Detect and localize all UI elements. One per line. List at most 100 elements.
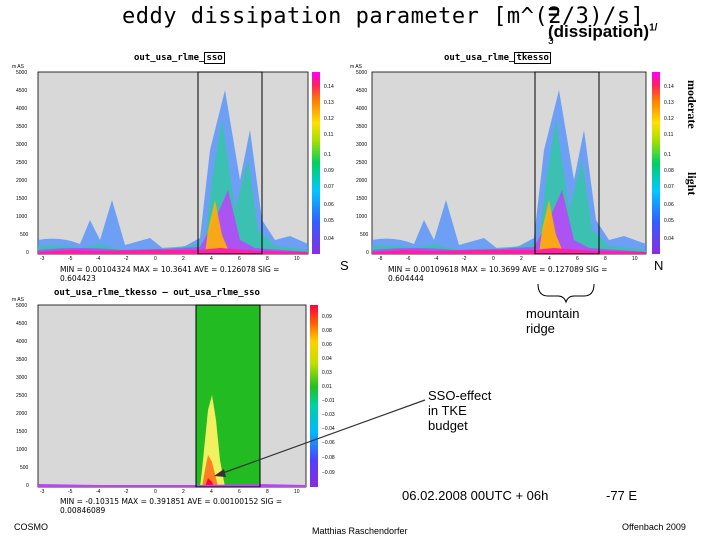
panel-left-xtick: 2 [182, 256, 185, 262]
panel-left-cbar-label: 0.06 [324, 202, 334, 208]
mountain-ridge-bracket [537, 283, 595, 304]
panel-bottom-xtick: -4 [96, 489, 101, 495]
panel-left-label-boxed: sso [204, 52, 225, 64]
panel-right-label-prefix: out_usa_rlme_ [444, 53, 515, 63]
panel-left-ytick: 0 [26, 250, 29, 256]
panel-right-stats: MIN = 0.00109618 MAX = 10.3699 AVE = 0.1… [388, 265, 608, 283]
panel-bottom-cbar-label: −0.04 [322, 426, 335, 432]
panel-bottom-xtick: 2 [182, 489, 185, 495]
panel-bottom-cbar-label: −0.06 [322, 440, 335, 446]
dissipation-exponent: 1/ [649, 22, 658, 34]
datetime-label: 06.02.2008 00UTC + 06h [402, 488, 549, 503]
panel-left-colorbar [312, 72, 320, 254]
panel-bottom-cbar-label: −0.03 [322, 412, 335, 418]
panel-right-field-teal [372, 120, 646, 254]
panel-left-cbar-label: 0.07 [324, 184, 334, 190]
panel-bottom-terrain [38, 484, 306, 487]
panel-right-ytick: 4500 [356, 88, 368, 94]
panel-right-ytick: 3500 [356, 124, 368, 130]
panel-left-ytick: 1500 [16, 196, 28, 202]
panel-left-xtick: 4 [210, 256, 213, 262]
panel-right-label-boxed: tkesso [514, 52, 551, 64]
panel-right-cbar-label: 0.11 [664, 132, 674, 138]
panel-right-cbar-label: 0.12 [664, 116, 674, 122]
panel-bottom-field-red [205, 478, 214, 487]
panel-right-unit: m AS [350, 64, 362, 70]
panel-bottom-ytick: 0 [26, 483, 29, 489]
panel-bottom-cbar-label: 0.01 [322, 384, 332, 390]
panel-bottom-ytick: 3000 [16, 375, 28, 381]
panel-right-colorbar [652, 72, 660, 254]
panel-right-plot [371, 71, 660, 255]
panel-left-ytick: 3000 [16, 142, 28, 148]
panel-bottom-xtick: -2 [124, 489, 129, 495]
panel-right-ridge-box [534, 71, 600, 255]
panel-bottom-ytick: 4500 [16, 321, 28, 327]
panel-bottom-cbar-label: 0.04 [322, 356, 332, 362]
panel-bottom-xtick: -3 [40, 489, 45, 495]
panel-left-cbar-label: 0.09 [324, 168, 334, 174]
footer-right: Offenbach 2009 [622, 522, 686, 532]
panel-left-cbar-label: 0.1 [324, 152, 331, 158]
panel-left-field-teal [38, 120, 308, 254]
panel-left-xtick: 6 [238, 256, 241, 262]
side-light: light [685, 172, 699, 196]
panel-left-ytick: 4000 [16, 106, 28, 112]
panel-bottom-xtick: 10 [294, 489, 300, 495]
panel-right-ytick: 4000 [356, 106, 368, 112]
panel-right-cbar-label: 0.06 [664, 202, 674, 208]
panel-bottom-cbar-label: 0.08 [322, 328, 332, 334]
panel-bottom-colorbar [310, 305, 318, 487]
panel-right-xtick: 8 [604, 256, 607, 262]
sso-effect-arrow-line [219, 399, 426, 475]
panel-bottom-cbar-label: 0.06 [322, 342, 332, 348]
side-moderate: moderate [685, 80, 699, 129]
panel-left-xtick: -5 [68, 256, 73, 262]
panel-left-cbar-label: 0.05 [324, 218, 334, 224]
panel-left-cbar-label: 0.12 [324, 116, 334, 122]
panel-bottom-xtick: 6 [238, 489, 241, 495]
panel-right-ytick: 2500 [356, 160, 368, 166]
panel-left-xtick: -2 [124, 256, 129, 262]
panel-right-ytick: 500 [360, 232, 369, 238]
panel-right-cbar-label: 0.14 [664, 84, 674, 90]
mountain-ridge-annotation: mountain ridge [526, 306, 580, 336]
panel-bottom-cbar-label: −0.09 [322, 470, 335, 476]
panel-right-cbar-label: 0.05 [664, 218, 674, 224]
slide-title: eddy dissipation parameter [m^(2/3)/s] [122, 4, 645, 29]
panel-right-ytick: 3000 [356, 142, 368, 148]
dissipation-text: (dissipation) [548, 22, 650, 41]
panel-right-xtick: -6 [406, 256, 411, 262]
dissipation-exponent-three: 3 [548, 36, 554, 47]
equals-sign: = [548, 2, 560, 24]
panel-left-ytick: 2000 [16, 178, 28, 184]
panel-bottom-xtick: 0 [154, 489, 157, 495]
panel-right-xtick: -4 [434, 256, 439, 262]
panel-bottom-frame [37, 304, 307, 488]
panel-right-frame [371, 71, 647, 255]
panel-bottom-cbar-label: −0.01 [322, 398, 335, 404]
footer-center: Matthias Raschendorfer [312, 526, 408, 536]
panel-left-terrain [38, 248, 308, 254]
panel-right-label: out_usa_rlme_ tkesso [444, 52, 551, 64]
panel-left-cbar-label: 0.14 [324, 84, 334, 90]
panel-left-xtick: 8 [266, 256, 269, 262]
panel-right-ytick: 2000 [356, 178, 368, 184]
panel-bottom-ytick: 1000 [16, 447, 28, 453]
panel-left-xtick: 10 [294, 256, 300, 262]
panel-left-xtick: 0 [154, 256, 157, 262]
panel-right-xtick: 6 [576, 256, 579, 262]
panel-right-xtick: 4 [548, 256, 551, 262]
panel-bottom-ytick: 2500 [16, 393, 28, 399]
panel-left-ridge-box [197, 71, 263, 255]
panel-left-ytick: 5000 [16, 70, 28, 76]
panel-bottom-ytick: 1500 [16, 429, 28, 435]
panel-right-xtick: 10 [632, 256, 638, 262]
panel-left-stats: MIN = 0.00104324 MAX = 10.3641 AVE = 0.1… [60, 265, 280, 283]
panel-bottom-stats: MIN = -0.10315 MAX = 0.391851 AVE = 0.00… [60, 497, 283, 515]
panel-left-ytick: 500 [20, 232, 29, 238]
sso-effect-arrow-head [214, 469, 226, 477]
panel-left-cbar-label: 0.13 [324, 100, 334, 106]
panel-bottom-xtick: 8 [266, 489, 269, 495]
